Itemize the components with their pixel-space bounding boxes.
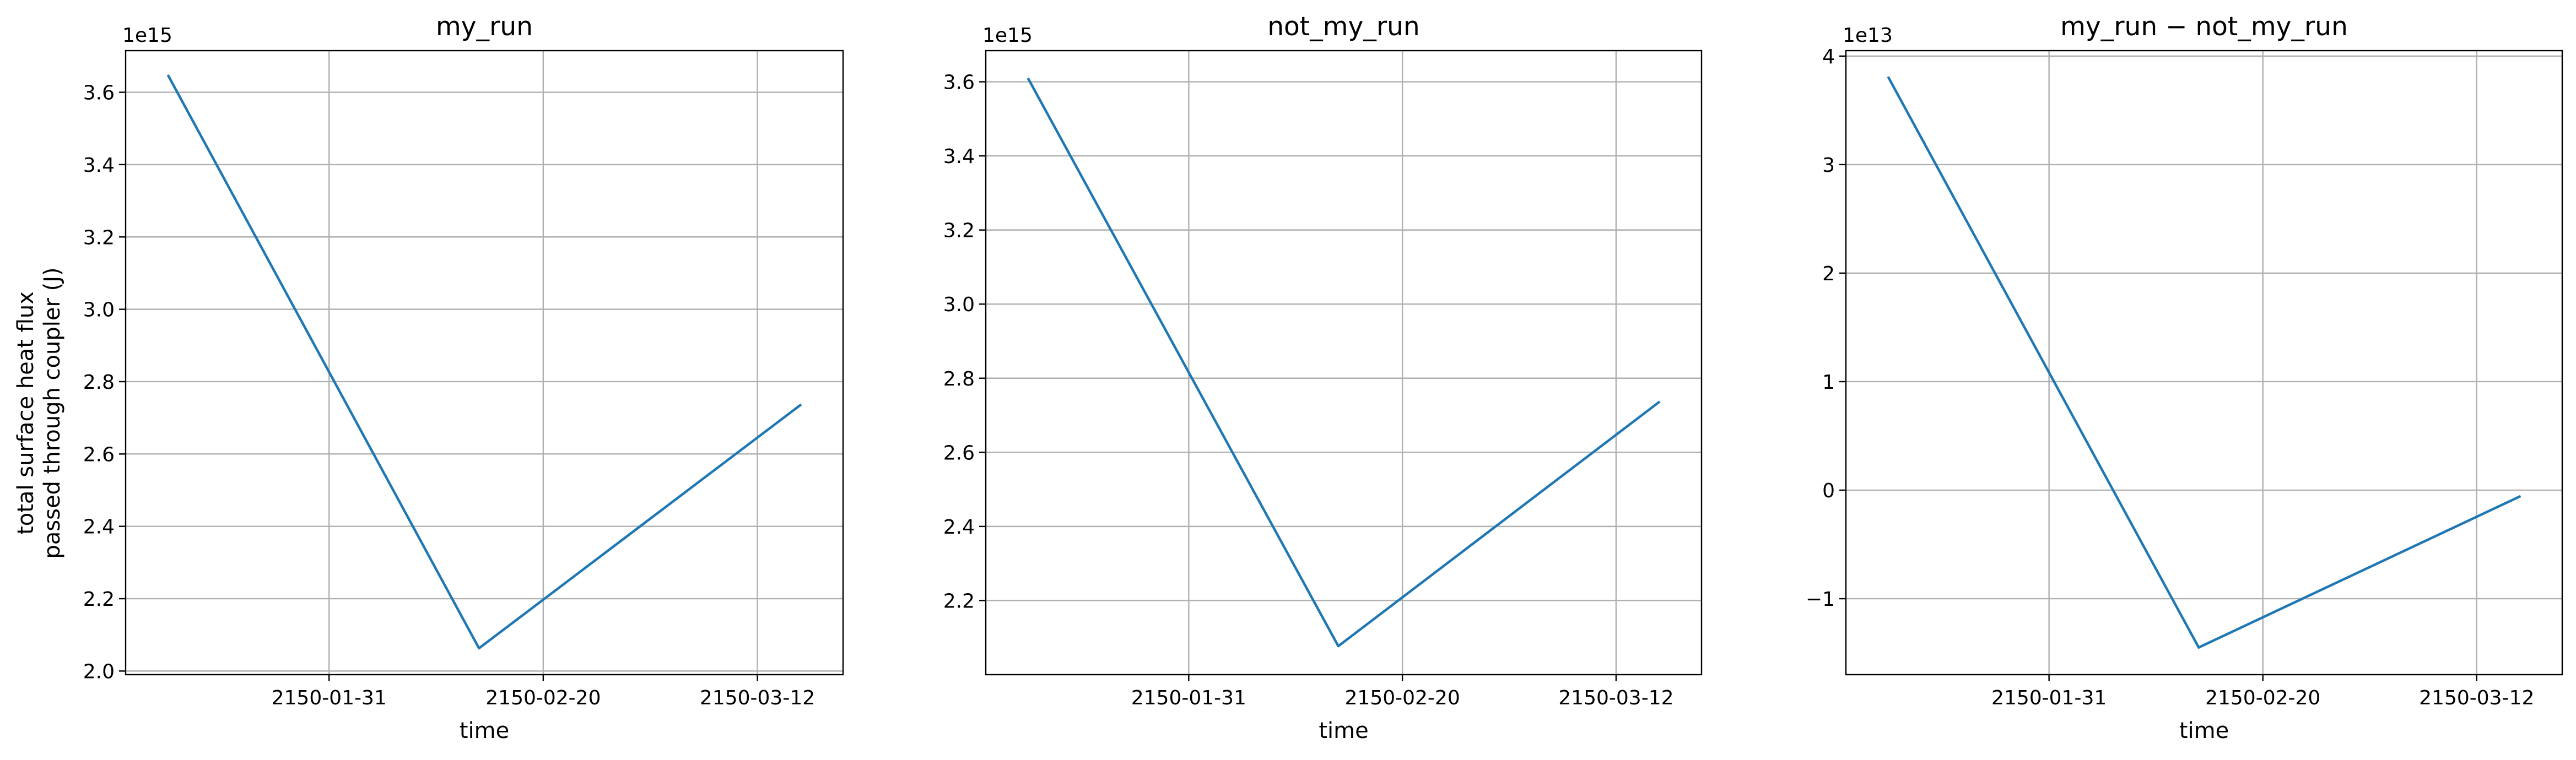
y-tick-label: 1 xyxy=(1822,371,1835,394)
y-tick-label: 3.6 xyxy=(83,82,115,105)
series-line xyxy=(1027,77,1661,648)
chart-title: not_my_run xyxy=(1267,12,1419,42)
x-tick-label: 2150-03-12 xyxy=(700,687,815,709)
x-tick-label: 2150-03-12 xyxy=(1558,687,1673,709)
y-tick-label: 3.2 xyxy=(943,220,975,242)
y-tick-label: 3.6 xyxy=(943,72,975,94)
x-axis-label: time xyxy=(1319,718,1368,743)
plot-frame xyxy=(125,50,844,676)
y-tick-label: 3.0 xyxy=(943,294,975,316)
x-tick-label: 2150-02-20 xyxy=(2205,687,2320,709)
y-tick-label: 2.4 xyxy=(83,516,115,539)
y-offset-label: 1e13 xyxy=(1843,24,1893,47)
y-tick-label: 4 xyxy=(1822,46,1835,68)
y-tick-label: 2 xyxy=(1822,263,1835,285)
chart-title: my_run − not_my_run xyxy=(2060,12,2348,42)
y-tick-label: 2.8 xyxy=(943,368,975,390)
y-axis-label-line2: passed through coupler (J) xyxy=(40,267,65,558)
y-tick-label: 3 xyxy=(1822,154,1835,177)
y-offset-label: 1e15 xyxy=(982,24,1033,47)
y-tick-label: 3.2 xyxy=(83,226,115,249)
x-tick-label: 2150-03-12 xyxy=(2419,687,2534,709)
y-tick-label: 2.6 xyxy=(943,442,975,464)
y-tick-label: 2.2 xyxy=(83,588,115,611)
y-tick-label: −1 xyxy=(1806,588,1835,611)
chart-title: my_run xyxy=(436,12,533,42)
x-tick-label: 2150-02-20 xyxy=(1345,687,1460,709)
x-tick-label: 2150-01-31 xyxy=(272,687,387,709)
y-tick-label: 2.2 xyxy=(943,590,975,612)
y-offset-label: 1e15 xyxy=(122,24,172,47)
y-tick-label: 2.0 xyxy=(83,660,115,683)
series-line xyxy=(1887,76,2521,649)
y-tick-label: 2.4 xyxy=(943,516,975,539)
chart-panel-1: 2.0 2.2 2.4 2.6 2.8 3.0 3.2 3.4 3.6 2150-01-31 215… xyxy=(83,12,844,743)
y-tick-label: 2.8 xyxy=(83,371,115,394)
x-axis-label: time xyxy=(2179,718,2229,743)
y-tick-label: 3.4 xyxy=(943,145,975,168)
chart-panel-3: −1 0 1 2 3 4 2150-01-31 2150-02-20 2150-03-12 my_… xyxy=(1806,12,2563,743)
plot-frame xyxy=(1845,50,2563,676)
y-tick-label: 0 xyxy=(1822,480,1835,502)
x-tick-label: 2150-01-31 xyxy=(1991,687,2107,709)
x-axis-label: time xyxy=(460,718,509,743)
y-axis-label-line1: total surface heat flux xyxy=(13,291,39,535)
chart-panel-2: 2.2 2.4 2.6 2.8 3.0 3.2 3.4 3.6 2150-01-31 2150-0… xyxy=(943,12,1703,743)
y-tick-label: 2.6 xyxy=(83,443,115,466)
y-tick-label: 3.4 xyxy=(83,154,115,177)
x-tick-label: 2150-02-20 xyxy=(485,687,601,709)
x-tick-label: 2150-01-31 xyxy=(1131,687,1246,709)
series-line xyxy=(166,74,802,650)
y-tick-label: 3.0 xyxy=(83,299,115,322)
plot-frame xyxy=(985,50,1703,676)
